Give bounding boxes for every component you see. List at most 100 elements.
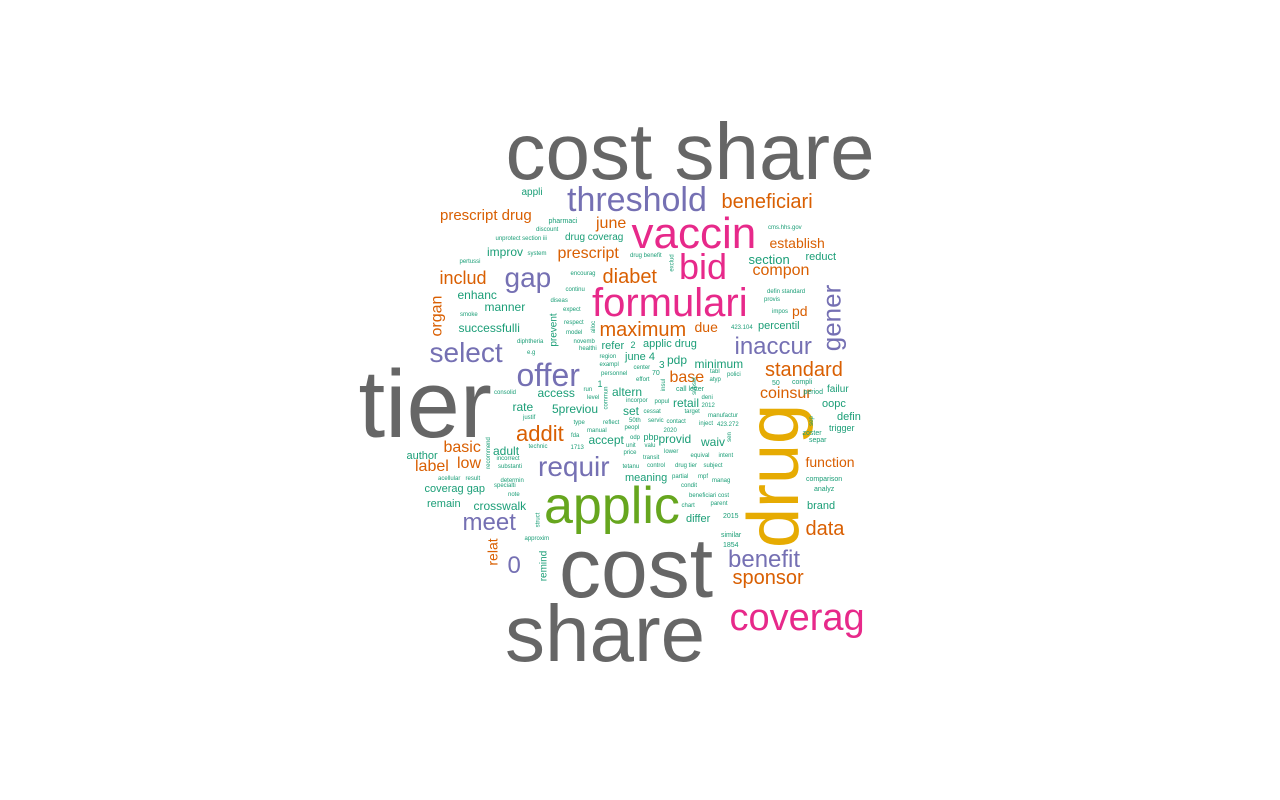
cloud-word: compon: [752, 262, 810, 279]
cloud-word: inaccur: [734, 333, 812, 360]
cloud-word: 1: [597, 378, 603, 389]
cloud-word: chart: [681, 503, 695, 509]
cloud-word: e.g: [527, 350, 536, 356]
cloud-word: recommend: [485, 437, 492, 469]
cloud-word: separ: [809, 436, 827, 444]
cloud-word: acellular: [438, 476, 461, 482]
cloud-word: reduct: [805, 250, 837, 263]
cloud-word: peopl: [624, 425, 640, 431]
cloud-word: call letter: [676, 385, 705, 393]
cloud-word: improv: [487, 245, 524, 259]
cloud-word: pbp: [643, 431, 659, 442]
cloud-word: inject: [699, 421, 714, 427]
cloud-word: remain: [427, 497, 461, 510]
cloud-word: price: [623, 450, 637, 456]
cloud-word: atyp: [709, 377, 721, 383]
cloud-word: prescript: [557, 245, 619, 262]
cloud-word: lower: [664, 449, 679, 455]
cloud-word: valu: [644, 443, 656, 449]
cloud-word: provis: [764, 297, 781, 303]
cloud-word: select: [429, 337, 503, 368]
cloud-word: odp: [630, 435, 641, 441]
cloud-word: formulari: [592, 281, 748, 325]
cloud-word: drug coverag: [565, 232, 624, 243]
cloud-word: approxim: [524, 536, 550, 542]
cloud-word: manag: [712, 478, 731, 484]
cloud-word: intent: [718, 453, 734, 459]
cloud-word: low: [457, 455, 482, 472]
cloud-word: requir: [538, 451, 610, 482]
cloud-word: zoster: [802, 429, 822, 437]
cloud-word: sponsor: [732, 567, 804, 589]
cloud-word: manufactur: [708, 413, 739, 419]
cloud-word: discount: [536, 227, 559, 233]
cloud-word: model: [566, 330, 583, 336]
cloud-word: mpf: [698, 474, 709, 480]
cloud-word: pertussi: [459, 259, 481, 265]
cloud-word: percentil: [758, 319, 800, 332]
cloud-word: drug benefit: [630, 253, 662, 259]
cloud-word: function: [805, 454, 855, 470]
cloud-word: establish: [769, 235, 825, 251]
cloud-word: brand: [807, 499, 836, 512]
cloud-word: crosswalk: [473, 499, 527, 513]
cloud-word: due: [694, 319, 718, 335]
cloud-word: benefit: [728, 546, 801, 573]
cloud-word: alloc: [591, 320, 598, 334]
cloud-word: polici: [727, 372, 741, 378]
cloud-word: level: [587, 395, 600, 401]
cloud-word: applic: [544, 477, 680, 535]
cloud-word: manner: [484, 300, 526, 314]
cloud-word: prevent: [548, 313, 560, 347]
cloud-word: 50: [772, 379, 780, 387]
cloud-word: tabl: [710, 369, 720, 375]
cloud-word: incorpor: [626, 398, 648, 404]
cloud-word: 2012: [701, 403, 715, 409]
cloud-word: 423.104: [731, 325, 753, 331]
cloud-word: cms.hhs.gov: [768, 225, 802, 231]
cloud-word: defin: [837, 410, 861, 423]
cloud-word: manual: [587, 428, 607, 434]
cloud-word: continu: [565, 287, 585, 293]
cloud-word: 3: [659, 360, 665, 371]
cloud-word: diseas: [550, 298, 568, 304]
cloud-word: prescript drug: [440, 206, 532, 224]
cloud-word: meaning: [625, 471, 668, 484]
cloud-word: gener: [815, 284, 846, 352]
cloud-word: access: [537, 386, 575, 400]
cloud-word: basic: [443, 439, 481, 456]
cloud-word: diabet: [602, 266, 658, 288]
cloud-word: drug tier: [675, 463, 698, 469]
cloud-word: determin: [500, 478, 524, 484]
cloud-word: addit: [516, 421, 564, 446]
cloud-word: organ: [427, 295, 445, 337]
cloud-word: partial: [672, 474, 689, 480]
cloud-word: region: [599, 354, 617, 360]
cloud-word: minimum: [694, 357, 744, 371]
cloud-word: provid: [658, 432, 692, 446]
cloud-word: 423.272: [717, 422, 739, 428]
cloud-word: note: [508, 492, 520, 498]
cloud-word: encourag: [570, 271, 596, 277]
cloud-word: drug: [734, 403, 815, 549]
cloud-word: enhanc: [457, 288, 497, 302]
cloud-word: june 4: [625, 350, 655, 363]
cloud-word: target: [684, 409, 700, 415]
cloud-word: vaccin: [631, 209, 757, 258]
cloud-word: smoke: [460, 312, 478, 318]
cloud-word: altern: [612, 385, 643, 399]
cloud-word: equival: [690, 453, 710, 459]
cloud-word: section: [748, 251, 790, 267]
cloud-word: servic: [648, 418, 664, 424]
cloud-word: sen: [726, 432, 733, 442]
cloud-word: trigger: [829, 422, 855, 433]
cloud-word: rate: [512, 400, 534, 414]
cloud-word: result: [465, 476, 481, 482]
cloud-word: control: [647, 463, 666, 469]
cloud-word: remind: [537, 550, 549, 582]
cloud-word: differ: [686, 512, 711, 525]
cloud-word: condit: [681, 483, 698, 489]
cloud-word: coinsur: [760, 385, 812, 402]
cloud-word: exclud: [669, 254, 676, 272]
cloud-word: comparison: [806, 475, 843, 483]
